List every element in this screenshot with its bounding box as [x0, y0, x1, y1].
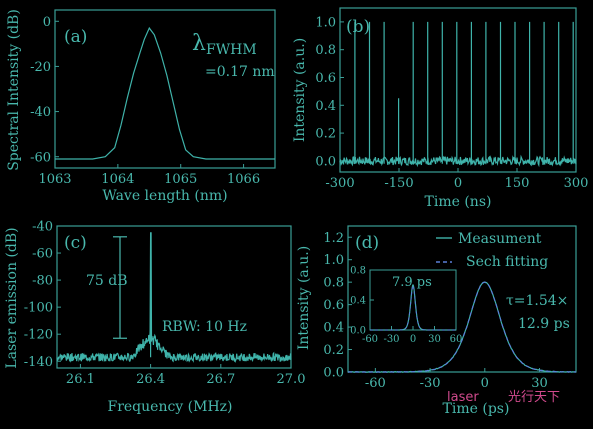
panel-a-lambda: λ: [192, 31, 206, 56]
panel-c-xtick-label: 26.1: [66, 372, 95, 387]
panel-a-xtick-label: 1066: [227, 172, 260, 187]
watermark-text-latin: laser: [447, 390, 479, 405]
panel-d-xlabel: Time (ps): [443, 401, 510, 417]
panel-d-ytick-label: 0.8: [323, 276, 344, 291]
panel-a-label: (a): [64, 27, 87, 47]
panel-b-xtick-label: 300: [564, 176, 589, 191]
panel-b-label: (b): [346, 17, 370, 37]
panel-c-frame: [56, 225, 292, 369]
panel-a-ytick-label: -60: [30, 150, 51, 165]
panel-b-xtick-label: 150: [505, 176, 530, 191]
panel-b-ytick-label: 0.4: [315, 99, 336, 114]
inset-xtick-label: 0: [410, 334, 416, 345]
legend-measurement-label: Measument: [458, 231, 542, 247]
panel-b-xtick-label: 0: [454, 176, 462, 191]
panel-c-ytick-label: -100: [24, 301, 53, 316]
panel-d-xtick-label: 30: [531, 376, 548, 391]
panel-d-ytick-label: 0.4: [323, 321, 344, 336]
panel-c-ylabel: Laser emission (dB): [4, 227, 20, 368]
panel-c-xtick-label: 26.4: [136, 372, 165, 387]
panel-c-ytick-label: -140: [24, 355, 53, 370]
panel-a-ytick-label: -40: [30, 105, 51, 120]
panel-c-label: (c): [64, 233, 87, 253]
panel-c: 26.1 26.4 26.7 27.0 -40 -60 -80 -100 -120 -140 (c…: [4, 220, 305, 415]
legend-fit-label: Sech fitting: [466, 254, 548, 270]
watermark-text-cjk: 光行天下: [508, 390, 560, 405]
panel-d-ytick-label: 0.0: [323, 366, 344, 381]
panel-c-xtick-label: 26.7: [206, 372, 235, 387]
inset-width-label: 7.9 ps: [392, 275, 432, 290]
inset-ytick-label: 0.0: [350, 326, 366, 337]
panel-a-spectrum-line: [55, 26, 275, 160]
panel-c-ytick-label: -80: [32, 274, 53, 289]
inset-ticks: -60 -30 0 30 60 0.0 0.4 0.8: [350, 266, 462, 346]
panel-b-xtick-label: -300: [325, 176, 354, 191]
panel-b-ytick-label: 1.0: [315, 15, 336, 30]
panel-b-frame: [339, 7, 577, 173]
panel-a-ticks: 1063 1064 1065 1066 0 -20 -40 -60: [30, 15, 260, 187]
inset-pulse-line: [370, 283, 456, 331]
panel-a-ytick-label: 0: [43, 15, 51, 30]
panel-d-tau-line2: 12.9 ps: [518, 316, 570, 332]
panel-a-frame: [54, 9, 276, 169]
panel-d-xtick-label: -30: [420, 376, 441, 391]
panel-c-xtick-label: 27.0: [277, 372, 306, 387]
panel-c-ytick-label: -60: [32, 247, 53, 262]
panel-a-xlabel: Wave length (nm): [102, 188, 227, 204]
inset-frame: [369, 269, 457, 331]
panel-b-pulse-train-line: [339, 21, 577, 168]
panel-d-frame: [347, 225, 577, 373]
panel-a: 1063 1064 1065 1066 0 -20 -40 -60 (a) λ FWHM =0…: [6, 9, 276, 204]
watermark: laser 光行天下: [447, 390, 560, 405]
panel-a-lambda-sub: FWHM: [206, 42, 257, 58]
panel-b-xtick-label: -150: [384, 176, 413, 191]
panel-d-label: (d): [355, 233, 379, 253]
panel-b-ytick-label: 0.2: [315, 127, 336, 142]
panel-b-ytick-label: 0.0: [315, 154, 336, 169]
panel-a-fwhm-value: =0.17 nm: [205, 64, 275, 80]
panel-b: -300 -150 0 150 300 0.0 0.2 0.4 0.6 0.8 1.0 (b) Ti…: [292, 7, 588, 210]
panel-c-ytick-label: -120: [24, 328, 53, 343]
panel-a-ylabel: Spectral Intensity (dB): [6, 9, 22, 171]
panel-d-xtick-label: -60: [365, 376, 386, 391]
panel-d-ytick-label: 1.0: [323, 253, 344, 268]
panel-d-ytick-label: 0.6: [323, 298, 344, 313]
panel-c-ytick-label: -40: [32, 220, 53, 235]
panel-d-sech-fit-line: [348, 281, 576, 373]
panel-c-ticks: 26.1 26.4 26.7 27.0 -40 -60 -80 -100 -120 -140: [24, 220, 306, 387]
inset-xtick-label: 30: [428, 334, 441, 345]
panel-d-tau-line1: τ=1.54×: [506, 293, 568, 309]
panel-c-rf-spectrum-line: [56, 232, 292, 364]
panel-b-ylabel: Intensity (a.u.): [292, 38, 308, 142]
panel-d-ytick-label: 0.2: [323, 343, 344, 358]
panel-c-rbw-annotation: RBW: 10 Hz: [162, 319, 247, 335]
inset-xtick-label: 60: [450, 334, 463, 345]
panel-a-ytick-label: -20: [30, 60, 51, 75]
inset-xtick-label: -30: [383, 334, 399, 345]
panel-b-ticks: -300 -150 0 150 300 0.0 0.2 0.4 0.6 0.8 1.0: [315, 15, 588, 191]
panel-b-ytick-label: 0.6: [315, 71, 336, 86]
panel-b-ytick-label: 0.8: [315, 43, 336, 58]
inset-ytick-label: 0.8: [350, 266, 366, 277]
inset-xtick-label: -60: [362, 334, 378, 345]
panel-d: -60 -30 0 30 0.0 0.2 0.4 0.6 0.8 1.0 1.2 (d) Measu…: [296, 225, 577, 417]
panel-c-db-annotation: 75 dB: [86, 273, 128, 289]
panel-b-xlabel: Time (ns): [425, 194, 492, 210]
panel-a-xtick-label: 1063: [38, 172, 71, 187]
panel-d-ylabel: Intensity (a.u.): [296, 246, 312, 350]
panel-c-75db-bracket: [113, 236, 127, 339]
panel-d-inset: -60 -30 0 30 60 0.0 0.4 0.8 7.9 ps: [350, 266, 462, 346]
panel-d-ytick-label: 1.2: [323, 231, 344, 246]
panel-d-ticks: -60 -30 0 30 0.0 0.2 0.4 0.6 0.8 1.0 1.2: [323, 231, 547, 391]
panel-a-xtick-label: 1065: [164, 172, 197, 187]
panel-c-xlabel: Frequency (MHz): [107, 399, 232, 415]
inset-ytick-label: 0.4: [350, 296, 366, 307]
panel-d-xtick-label: 0: [481, 376, 489, 391]
panel-a-xtick-label: 1064: [101, 172, 134, 187]
